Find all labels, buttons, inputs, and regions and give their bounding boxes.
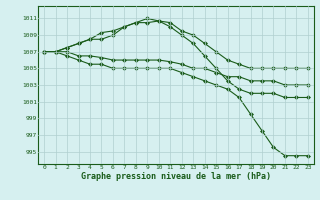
X-axis label: Graphe pression niveau de la mer (hPa): Graphe pression niveau de la mer (hPa) xyxy=(81,172,271,181)
